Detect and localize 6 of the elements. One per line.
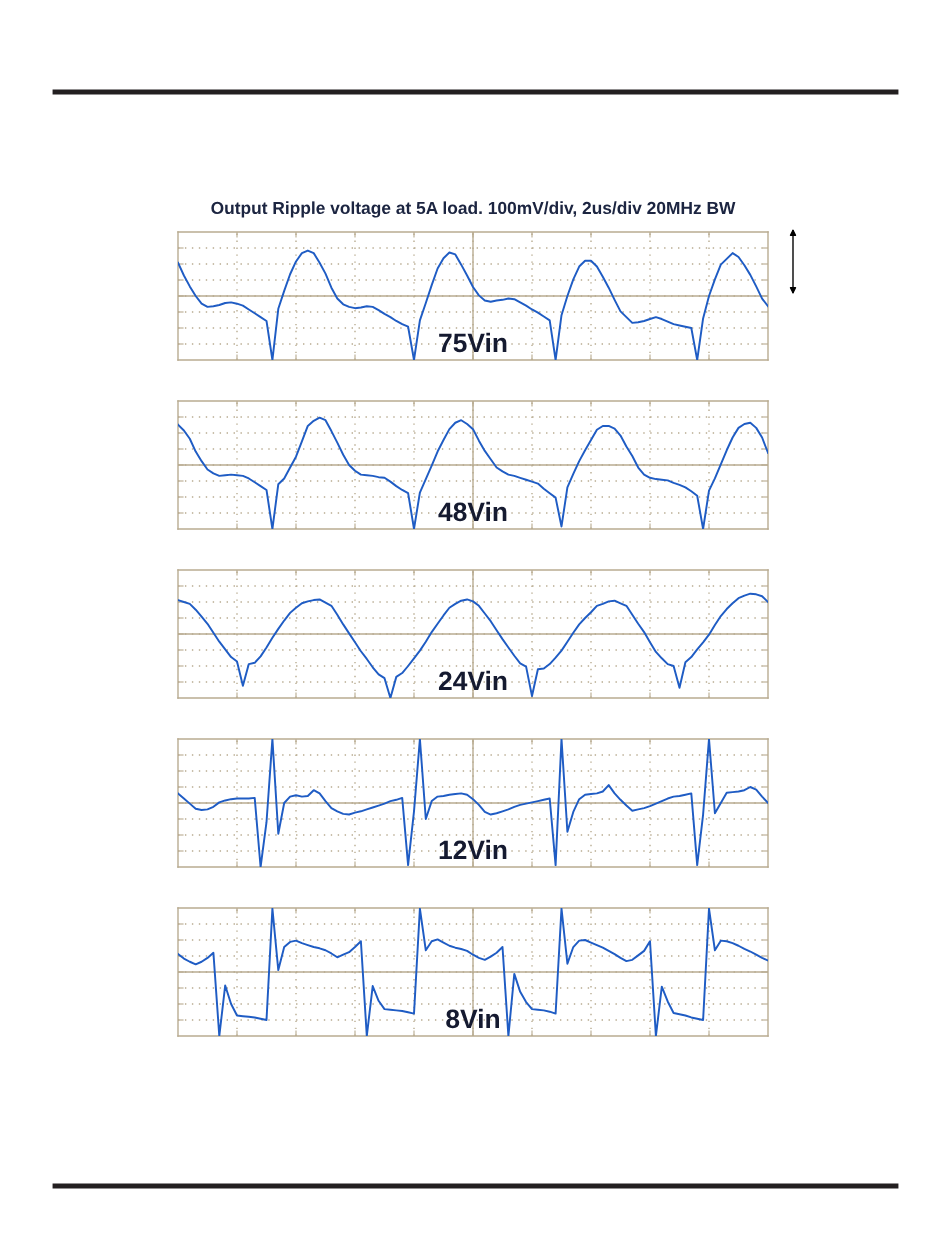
series-label: 75Vin	[439, 332, 507, 353]
series-label: 48Vin	[438, 501, 507, 522]
chart-title: Output Ripple voltage at 5A load. 100mV/div, 2us/div 20MHz BW	[211, 201, 736, 218]
series-label: 12Vin	[439, 839, 507, 859]
series-label: 8Vin	[446, 1008, 499, 1029]
series-label: 24Vin	[438, 670, 507, 690]
